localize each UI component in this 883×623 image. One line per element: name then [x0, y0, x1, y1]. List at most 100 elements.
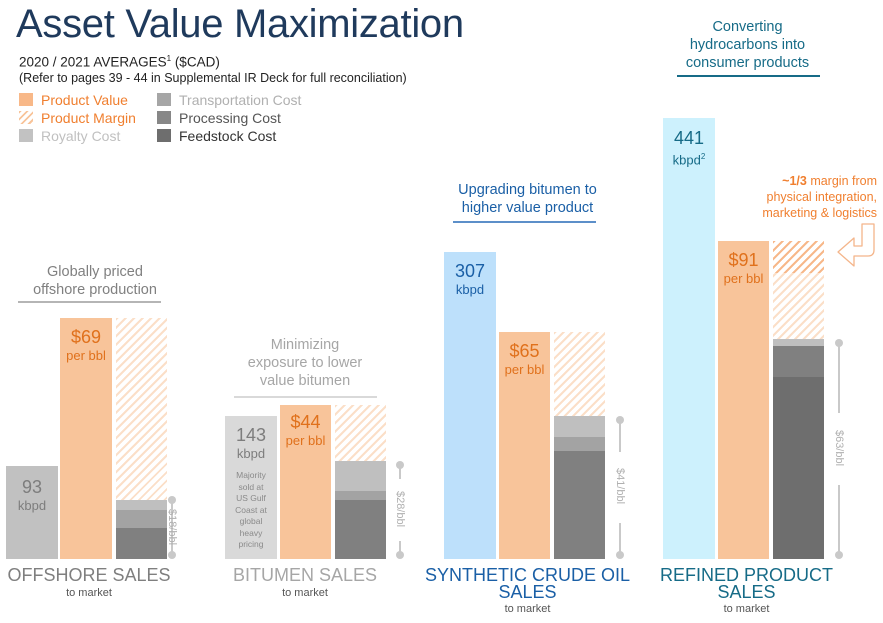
cost-total-label: $28/bbl: [394, 490, 406, 528]
legend-feedstock-cost: Feedstock Cost: [157, 127, 276, 144]
processing-segment-offshore: [116, 527, 167, 559]
legend-label: Product Margin: [41, 109, 136, 126]
transportation-segment-synthetic: [554, 436, 605, 451]
cost-bracket-offshore: $18/bbl: [166, 496, 178, 559]
heading-underline: [234, 396, 377, 398]
royalty-segment-bitumen: [335, 461, 386, 491]
legend-label: Transportation Cost: [179, 91, 302, 108]
legend-label: Feedstock Cost: [179, 127, 277, 144]
volume-footnote: 2: [700, 152, 706, 161]
value-unit: per bbl: [504, 361, 545, 377]
value-unit: per bbl: [723, 270, 764, 286]
subtitle-currency: ($CAD): [171, 54, 220, 70]
callout-text: margin from: [806, 174, 877, 188]
bracket-dot: [616, 551, 624, 559]
volume-unit: kbpd: [236, 446, 266, 461]
royalty-segment-synthetic: [554, 415, 605, 437]
legend-label: Royalty Cost: [41, 127, 121, 144]
legend-swatch-product-value: [19, 93, 33, 106]
heading-synthetic: Upgrading bitumen to higher value produc…: [440, 181, 615, 217]
note-line: US Gulf: [236, 493, 266, 503]
heading-line: Upgrading bitumen to: [458, 182, 597, 198]
subtitle-main: 2020 / 2021 AVERAGES: [19, 54, 167, 70]
volume-bar-bitumen: 143 kbpd Majority sold at US Gulf Coast …: [225, 416, 277, 559]
cost-total-label: $41/bbl: [614, 468, 626, 505]
volume-value: 93: [21, 477, 43, 497]
heading-line: Minimizing: [270, 337, 340, 353]
processing-segment-synthetic: [554, 450, 605, 559]
heading-underline: [453, 221, 596, 223]
royalty-segment-refined: [773, 338, 824, 346]
note-line: heavy: [239, 527, 263, 538]
product-value-bar-bitumen: $44 per bbl: [280, 405, 331, 559]
value-label: $91: [728, 249, 759, 270]
legend-product-margin: Product Margin: [19, 109, 136, 126]
category-sub-bitumen: to market: [282, 587, 328, 599]
category-line: REFINED PRODUCT: [659, 565, 833, 585]
heading-line: exposure to lower: [247, 355, 363, 371]
subtitle: 2020 / 2021 AVERAGES1 ($CAD): [19, 54, 220, 70]
cost-bracket-refined: $63/bbl: [833, 338, 845, 559]
value-label: $44: [290, 412, 321, 432]
volume-unit-text: kbpd: [672, 152, 701, 168]
volume-note: Majority sold at US Gulf Coast at global…: [225, 470, 277, 551]
page-title: Asset Value Maximization: [16, 2, 464, 46]
product-value-bar-refined: $91 per bbl: [718, 240, 769, 559]
category-sub-synthetic: to market: [504, 603, 551, 615]
cost-total-label: $63/bbl: [833, 429, 845, 466]
processing-segment-bitumen: [335, 499, 386, 559]
callout-line: physical integration,: [766, 190, 877, 204]
legend-processing-cost: Processing Cost: [157, 109, 281, 126]
heading-line: Converting: [712, 19, 783, 35]
integration-margin-segment-refined: [773, 240, 824, 274]
heading-line: offshore production: [33, 282, 157, 298]
product-value-bar-offshore: $69 per bbl: [60, 317, 112, 559]
callout-bold: ~1/3: [782, 174, 807, 188]
callout-line: ~1/3 margin from: [700, 173, 877, 189]
note-line: Coast at: [235, 504, 267, 515]
legend-swatch-product-margin: [19, 111, 33, 124]
volume-value: 143: [235, 425, 267, 445]
cost-bracket-synthetic: $41/bbl: [614, 415, 626, 559]
heading-underline: [677, 75, 820, 77]
heading-line: higher value product: [461, 200, 594, 216]
heading-line: value bitumen: [259, 373, 351, 389]
subtitle-footnote: 1: [166, 54, 172, 63]
bracket-line: [399, 465, 401, 479]
heading-underline: [18, 301, 161, 303]
cost-total-label: $18/bbl: [166, 508, 178, 545]
category-line: SYNTHETIC CRUDE OIL: [424, 565, 631, 585]
bracket-line: [399, 541, 401, 555]
bracket-line: [838, 485, 840, 555]
integration-callout: ~1/3 margin from physical integration, m…: [700, 173, 877, 221]
bracket-dot: [396, 551, 404, 559]
category-line: SALES: [498, 582, 557, 602]
legend-label: Product Value: [41, 91, 128, 108]
category-bitumen: BITUMEN SALES: [232, 565, 378, 585]
volume-unit: kbpd: [17, 498, 47, 513]
heading-refined: Converting hydrocarbons into consumer pr…: [665, 18, 830, 72]
volume-value: 441: [673, 128, 705, 148]
note-line: Majority: [236, 470, 266, 480]
category-line: SALES: [717, 582, 776, 602]
bracket-line: [838, 342, 840, 413]
volume-unit: kbpd: [455, 282, 485, 297]
processing-segment-refined: [773, 345, 824, 377]
reconciliation-note: (Refer to pages 39 - 44 in Supplemental …: [19, 71, 407, 85]
value-unit: per bbl: [66, 347, 106, 363]
volume-value: 307: [454, 261, 486, 281]
legend-swatch-transportation: [157, 93, 171, 106]
legend-label: Processing Cost: [179, 109, 281, 126]
volume-bar-synthetic: 307 kbpd: [444, 252, 496, 559]
curved-arrow-icon: [837, 223, 875, 267]
feedstock-segment-refined: [773, 377, 824, 559]
legend-swatch-feedstock: [157, 129, 171, 142]
legend-royalty-cost: Royalty Cost: [19, 127, 120, 144]
product-value-bar-synthetic: $65 per bbl: [499, 331, 550, 559]
note-line: sold at: [238, 481, 264, 492]
value-label: $65: [509, 340, 540, 361]
bracket-line: [619, 419, 621, 452]
category-offshore: OFFSHORE SALES: [7, 565, 171, 585]
note-line: global: [239, 516, 263, 526]
volume-bar-refined: 441 kbpd2: [663, 118, 715, 559]
